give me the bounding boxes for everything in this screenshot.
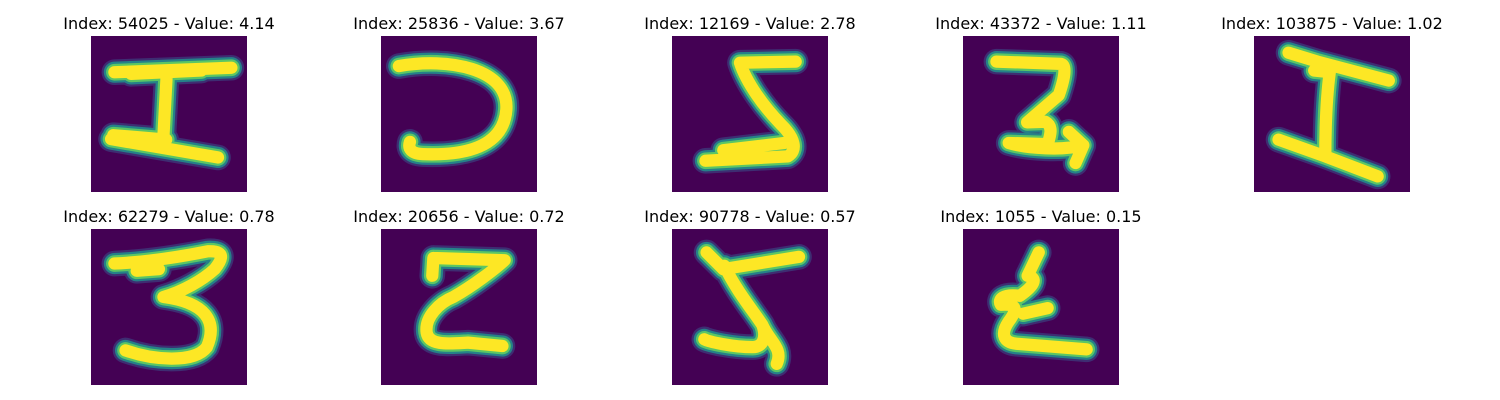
panel-6: Index: 62279 - Value: 0.78 [63, 207, 275, 385]
panel-title: Index: 54025 - Value: 4.14 [63, 14, 275, 33]
panel-title: Index: 43372 - Value: 1.11 [935, 14, 1147, 33]
glyph-image [672, 36, 828, 192]
panel-1: Index: 54025 - Value: 4.14 [63, 14, 275, 192]
panel-title: Index: 25836 - Value: 3.67 [353, 14, 565, 33]
panel-title: Index: 62279 - Value: 0.78 [63, 207, 275, 226]
panel-5: Index: 103875 - Value: 1.02 [1221, 14, 1443, 192]
panel-title: Index: 20656 - Value: 0.72 [353, 207, 565, 226]
glyph-image [91, 36, 247, 192]
panel-7: Index: 20656 - Value: 0.72 [353, 207, 565, 385]
glyph-image [91, 229, 247, 385]
panel-title: Index: 90778 - Value: 0.57 [644, 207, 856, 226]
glyph-image [381, 229, 537, 385]
panel-8: Index: 90778 - Value: 0.57 [644, 207, 856, 385]
panel-3: Index: 12169 - Value: 2.78 [644, 14, 856, 192]
glyph-image [672, 229, 828, 385]
glyph-image [963, 229, 1119, 385]
panel-4: Index: 43372 - Value: 1.11 [935, 14, 1147, 192]
glyph-image [963, 36, 1119, 192]
panel-title: Index: 1055 - Value: 0.15 [940, 207, 1142, 226]
panel-2: Index: 25836 - Value: 3.67 [353, 14, 565, 192]
glyph-image [381, 36, 537, 192]
glyph-image [1254, 36, 1410, 192]
panel-title: Index: 12169 - Value: 2.78 [644, 14, 856, 33]
panel-9: Index: 1055 - Value: 0.15 [940, 207, 1142, 385]
panel-title: Index: 103875 - Value: 1.02 [1221, 14, 1443, 33]
